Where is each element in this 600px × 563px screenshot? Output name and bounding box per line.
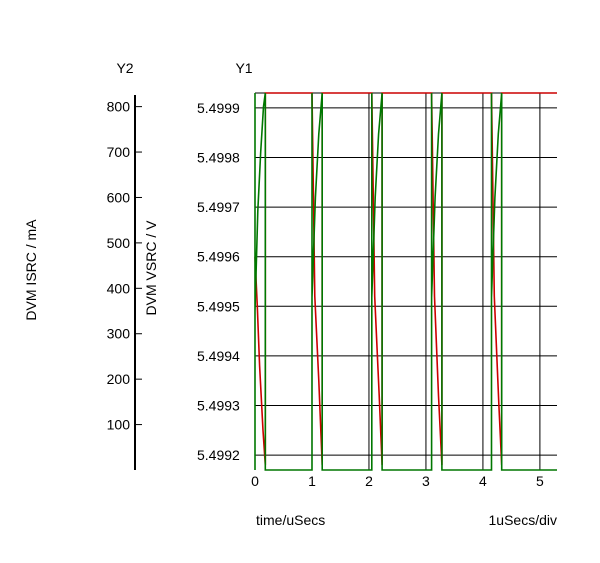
y1-tick-label: 5.4994 bbox=[197, 348, 240, 364]
x-tick-label: 0 bbox=[251, 473, 259, 489]
y2-axis-header: Y2 bbox=[116, 60, 133, 76]
x-tick-label: 1 bbox=[308, 473, 316, 489]
series-group bbox=[254, 92, 557, 471]
y2-tick-label: 300 bbox=[107, 326, 131, 342]
y1-axis-header: Y1 bbox=[235, 60, 252, 76]
x-tick-label: 4 bbox=[479, 473, 487, 489]
y2-axis-label: DVM ISRC / mA bbox=[23, 219, 39, 321]
y2-tick-label: 500 bbox=[107, 235, 131, 251]
y1-tick-label: 5.4995 bbox=[197, 298, 240, 314]
y1-tick-label: 5.4997 bbox=[197, 199, 240, 215]
x-axis-label: time/uSecs bbox=[256, 512, 325, 528]
y1-tick-label: 5.4992 bbox=[197, 447, 240, 463]
y2-tick-label: 800 bbox=[107, 99, 131, 115]
y1-tick-label: 5.4996 bbox=[197, 249, 240, 265]
y1-tick-label: 5.4998 bbox=[197, 149, 240, 165]
ticks-group: 5.4992 5.4993 5.4994 5.4995 5.4996 5.4997 5.49… bbox=[107, 99, 544, 489]
series-line-y1 bbox=[254, 92, 557, 466]
x-tick-label: 2 bbox=[365, 473, 373, 489]
series-line-y2 bbox=[254, 92, 557, 471]
grid bbox=[254, 92, 557, 470]
y1-axis-label: DVM VSRC / V bbox=[143, 220, 159, 316]
y2-tick-label: 600 bbox=[107, 189, 131, 205]
y2-tick-label: 400 bbox=[107, 280, 131, 296]
y2-tick-label: 700 bbox=[107, 144, 131, 160]
y2-tick-label: 100 bbox=[107, 417, 131, 433]
y1-tick-label: 5.4999 bbox=[197, 100, 240, 116]
x-tick-label: 5 bbox=[536, 473, 544, 489]
y2-tick-label: 200 bbox=[107, 371, 131, 387]
x-tick-label: 3 bbox=[422, 473, 430, 489]
x-scale-label: 1uSecs/div bbox=[489, 512, 557, 528]
y1-tick-label: 5.4993 bbox=[197, 398, 240, 414]
